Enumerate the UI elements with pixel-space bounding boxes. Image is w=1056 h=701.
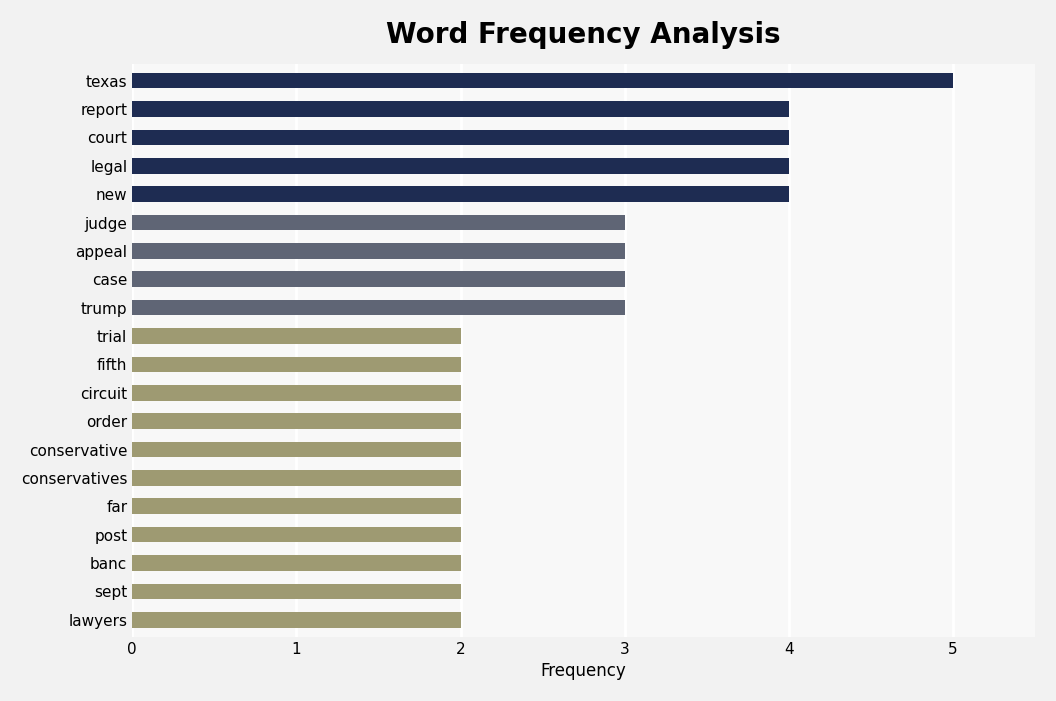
Bar [132, 470, 460, 486]
Bar [132, 583, 460, 599]
Bar [132, 414, 460, 429]
Bar [132, 612, 460, 627]
Bar [132, 215, 625, 231]
Bar [132, 555, 460, 571]
Bar [132, 498, 460, 514]
Bar [132, 442, 460, 457]
X-axis label: Frequency: Frequency [541, 662, 626, 680]
Bar [132, 158, 789, 174]
Bar [132, 527, 460, 543]
Bar [132, 357, 460, 372]
Bar [132, 271, 625, 287]
Bar [132, 385, 460, 400]
Bar [132, 243, 625, 259]
Title: Word Frequency Analysis: Word Frequency Analysis [386, 21, 781, 49]
Bar [132, 130, 789, 145]
Bar [132, 300, 625, 315]
Bar [132, 101, 789, 117]
Bar [132, 73, 954, 88]
Bar [132, 186, 789, 202]
Bar [132, 328, 460, 343]
